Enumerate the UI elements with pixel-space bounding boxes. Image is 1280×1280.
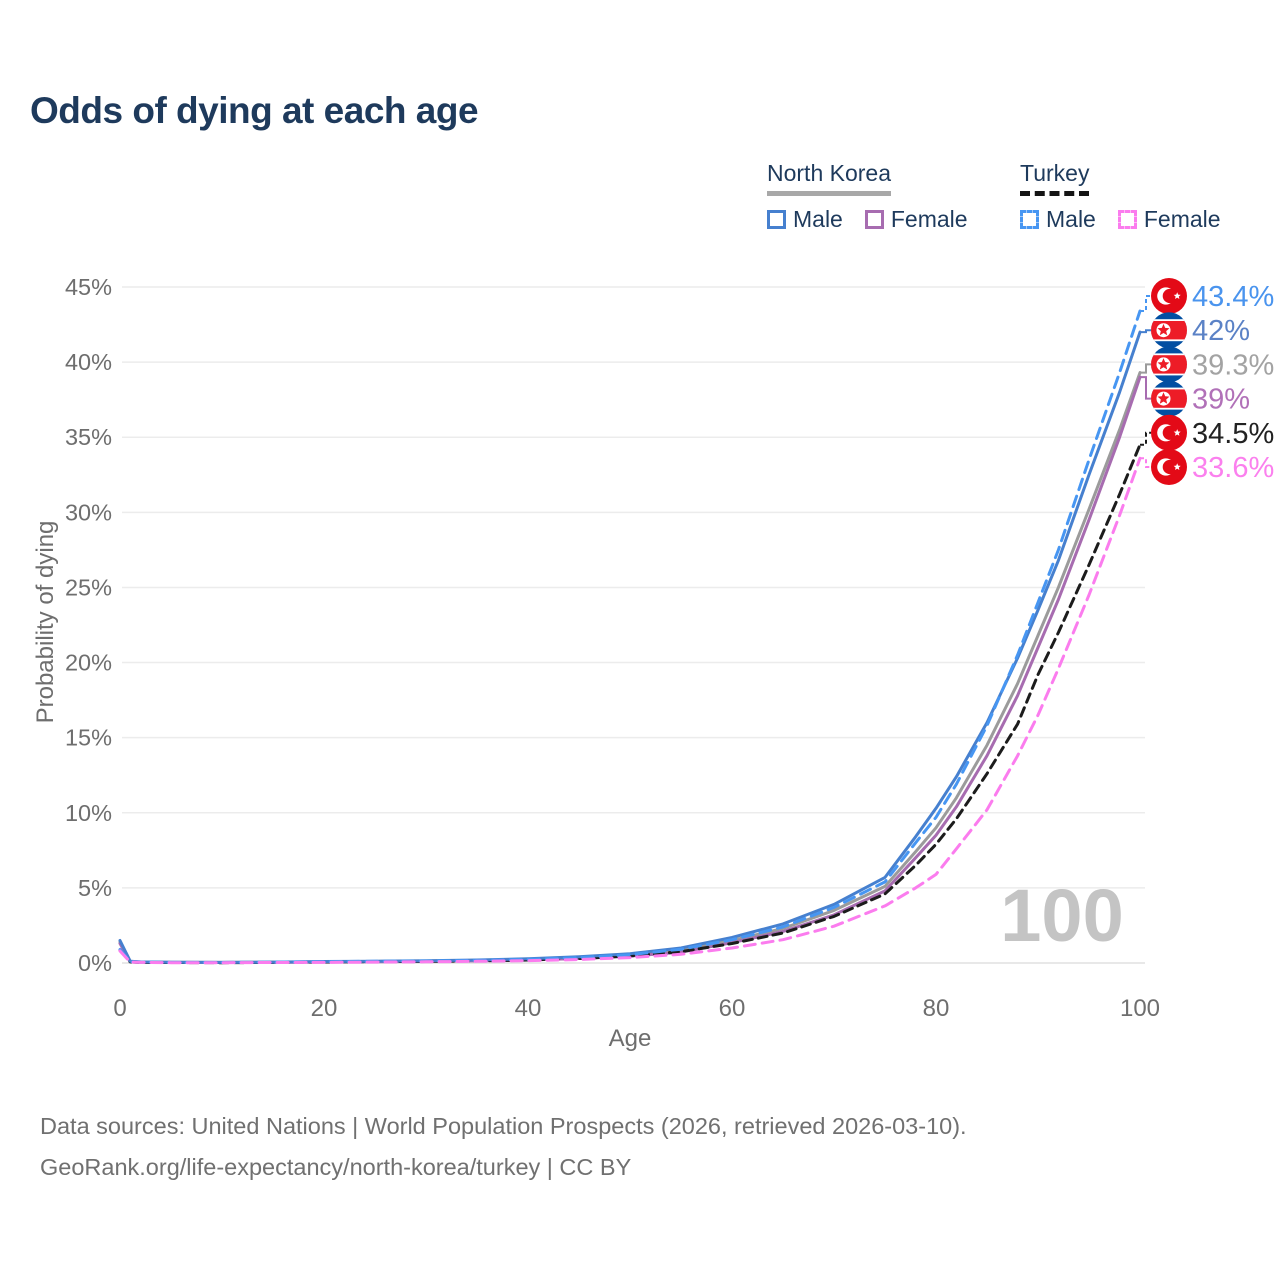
- line-turkey-all[interactable]: [118, 443, 1142, 965]
- page-title: Odds of dying at each age: [30, 90, 479, 131]
- legend-label: Female: [1143, 206, 1221, 232]
- legend-group-turkey: Turkey Male Female: [1020, 160, 1221, 233]
- legend-item-turkey-female[interactable]: Female: [1117, 206, 1221, 233]
- north-korea-flag-icon: [1151, 380, 1187, 417]
- x-tick-label: 20: [311, 995, 338, 1022]
- y-tick-label: 0%: [78, 950, 112, 976]
- x-tick-label: 100: [1120, 995, 1160, 1022]
- end-value-label-turkey-female: 33.6%: [1192, 452, 1274, 484]
- line-north-korea-female[interactable]: [118, 375, 1142, 964]
- end-label-connector-north-korea-female: [1140, 376, 1151, 400]
- legend-label: Male: [793, 206, 843, 232]
- end-label-connector-north-korea-male: [1140, 329, 1151, 334]
- y-tick-label: 20%: [65, 650, 112, 676]
- line-turkey-male[interactable]: [118, 309, 1142, 964]
- end-value-label-turkey-all: 34.5%: [1192, 418, 1274, 450]
- line-north-korea-all[interactable]: [118, 371, 1142, 964]
- footer-attribution: GeoRank.org/life-expectancy/north-korea/…: [40, 1154, 632, 1180]
- turkey-female-swatch-icon: [1117, 210, 1137, 229]
- turkey-male-swatch-icon: [1020, 210, 1039, 229]
- legend-country-turkey: Turkey: [1020, 160, 1090, 196]
- y-tick-label: 15%: [65, 725, 112, 751]
- footer: Data sources: United Nations | World Pop…: [40, 1106, 967, 1188]
- legend-label: Male: [1046, 206, 1096, 232]
- legend-item-north-korea-female[interactable]: Female: [864, 206, 968, 233]
- turkey-flag-icon: [1151, 414, 1187, 451]
- end-value-label-north-korea-all: 39.3%: [1192, 349, 1274, 381]
- north-korea-flag-icon: [1151, 312, 1187, 349]
- footer-data-sources: Data sources: United Nations | World Pop…: [40, 1113, 967, 1139]
- line-turkey-female[interactable]: [118, 456, 1142, 965]
- end-label-connector-turkey-female: [1140, 457, 1151, 468]
- end-label-connector-turkey-male: [1140, 295, 1151, 312]
- north-korea-flag-icon: [1151, 346, 1187, 383]
- age-watermark: 100: [1000, 874, 1123, 957]
- end-value-label-north-korea-male: 42%: [1192, 315, 1250, 347]
- y-tick-label: 35%: [65, 424, 112, 450]
- y-tick-label: 10%: [65, 800, 112, 826]
- y-axis-title: Probability of dying: [32, 520, 59, 724]
- y-tick-label: 40%: [65, 349, 112, 375]
- end-value-label-turkey-male: 43.4%: [1192, 281, 1274, 313]
- end-label-connector-turkey-all: [1140, 431, 1151, 446]
- north-korea-female-swatch-icon: [864, 210, 884, 229]
- north-korea-male-swatch-icon: [767, 210, 786, 229]
- turkey-flag-icon: [1151, 449, 1187, 485]
- legend-country-north-korea: North Korea: [767, 160, 892, 196]
- x-tick-label: 0: [113, 995, 126, 1022]
- y-tick-label: 5%: [78, 875, 112, 901]
- x-axis-title: Age: [608, 1025, 652, 1052]
- legend-label: Female: [890, 206, 968, 232]
- y-tick-label: 30%: [65, 499, 112, 525]
- line-north-korea-male[interactable]: [118, 330, 1142, 964]
- x-tick-label: 80: [923, 995, 950, 1022]
- end-value-label-north-korea-female: 39%: [1192, 384, 1250, 416]
- turkey-flag-icon: [1151, 278, 1187, 314]
- legend-group-north-korea: North Korea Male Female: [767, 160, 968, 233]
- end-label-connector-north-korea-all: [1140, 363, 1151, 374]
- y-tick-label: 25%: [65, 574, 112, 600]
- legend-item-turkey-male[interactable]: Male: [1020, 206, 1096, 233]
- x-tick-label: 40: [515, 995, 542, 1022]
- legend-item-north-korea-male[interactable]: Male: [767, 206, 843, 233]
- x-tick-label: 60: [719, 995, 746, 1022]
- y-tick-label: 45%: [65, 274, 112, 300]
